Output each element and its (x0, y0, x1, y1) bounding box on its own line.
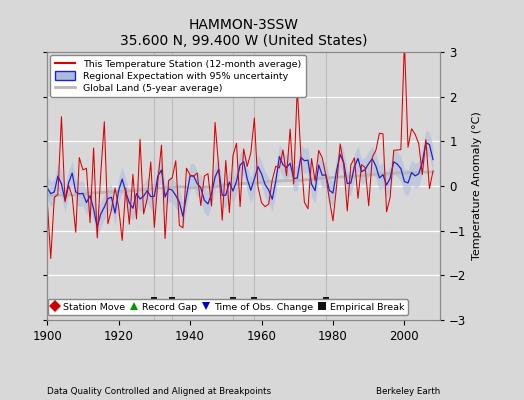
Text: Berkeley Earth: Berkeley Earth (376, 387, 440, 396)
Text: Data Quality Controlled and Aligned at Breakpoints: Data Quality Controlled and Aligned at B… (47, 387, 271, 396)
Legend: Station Move, Record Gap, Time of Obs. Change, Empirical Break: Station Move, Record Gap, Time of Obs. C… (48, 299, 408, 315)
Y-axis label: Temperature Anomaly (°C): Temperature Anomaly (°C) (472, 112, 482, 260)
Title: HAMMON-3SSW
35.600 N, 99.400 W (United States): HAMMON-3SSW 35.600 N, 99.400 W (United S… (120, 18, 367, 48)
